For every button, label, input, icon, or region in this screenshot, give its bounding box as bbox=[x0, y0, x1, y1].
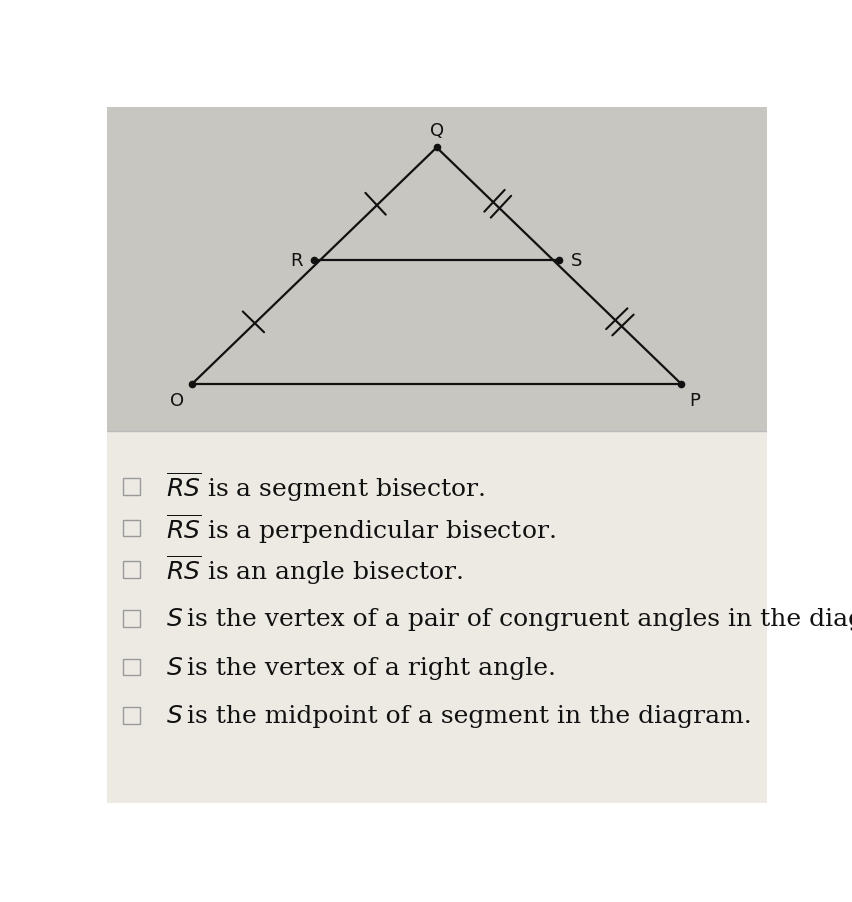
Bar bbox=[124, 611, 140, 627]
Bar bbox=[124, 708, 140, 724]
Text: is the vertex of a pair of congruent angles in the diagram.: is the vertex of a pair of congruent ang… bbox=[179, 607, 852, 630]
Text: R: R bbox=[291, 252, 302, 270]
Text: $\overline{RS}$ is an angle bisector.: $\overline{RS}$ is an angle bisector. bbox=[166, 554, 463, 586]
Bar bbox=[106, 431, 767, 803]
Text: Q: Q bbox=[429, 122, 444, 140]
Bar bbox=[124, 478, 140, 495]
Text: is the vertex of a right angle.: is the vertex of a right angle. bbox=[179, 656, 556, 679]
Text: $S$: $S$ bbox=[166, 704, 183, 727]
Text: S: S bbox=[571, 252, 582, 270]
Text: $\overline{RS}$ is a perpendicular bisector.: $\overline{RS}$ is a perpendicular bisec… bbox=[166, 511, 556, 545]
Bar bbox=[106, 108, 767, 431]
Text: O: O bbox=[170, 391, 184, 410]
Bar bbox=[124, 520, 140, 537]
Text: $S$: $S$ bbox=[166, 656, 183, 679]
Bar bbox=[124, 562, 140, 578]
Text: $S$: $S$ bbox=[166, 607, 183, 630]
Text: P: P bbox=[689, 391, 699, 410]
Text: $\overline{RS}$ is a segment bisector.: $\overline{RS}$ is a segment bisector. bbox=[166, 470, 486, 503]
Text: is the midpoint of a segment in the diagram.: is the midpoint of a segment in the diag… bbox=[179, 704, 752, 727]
Bar bbox=[124, 659, 140, 676]
